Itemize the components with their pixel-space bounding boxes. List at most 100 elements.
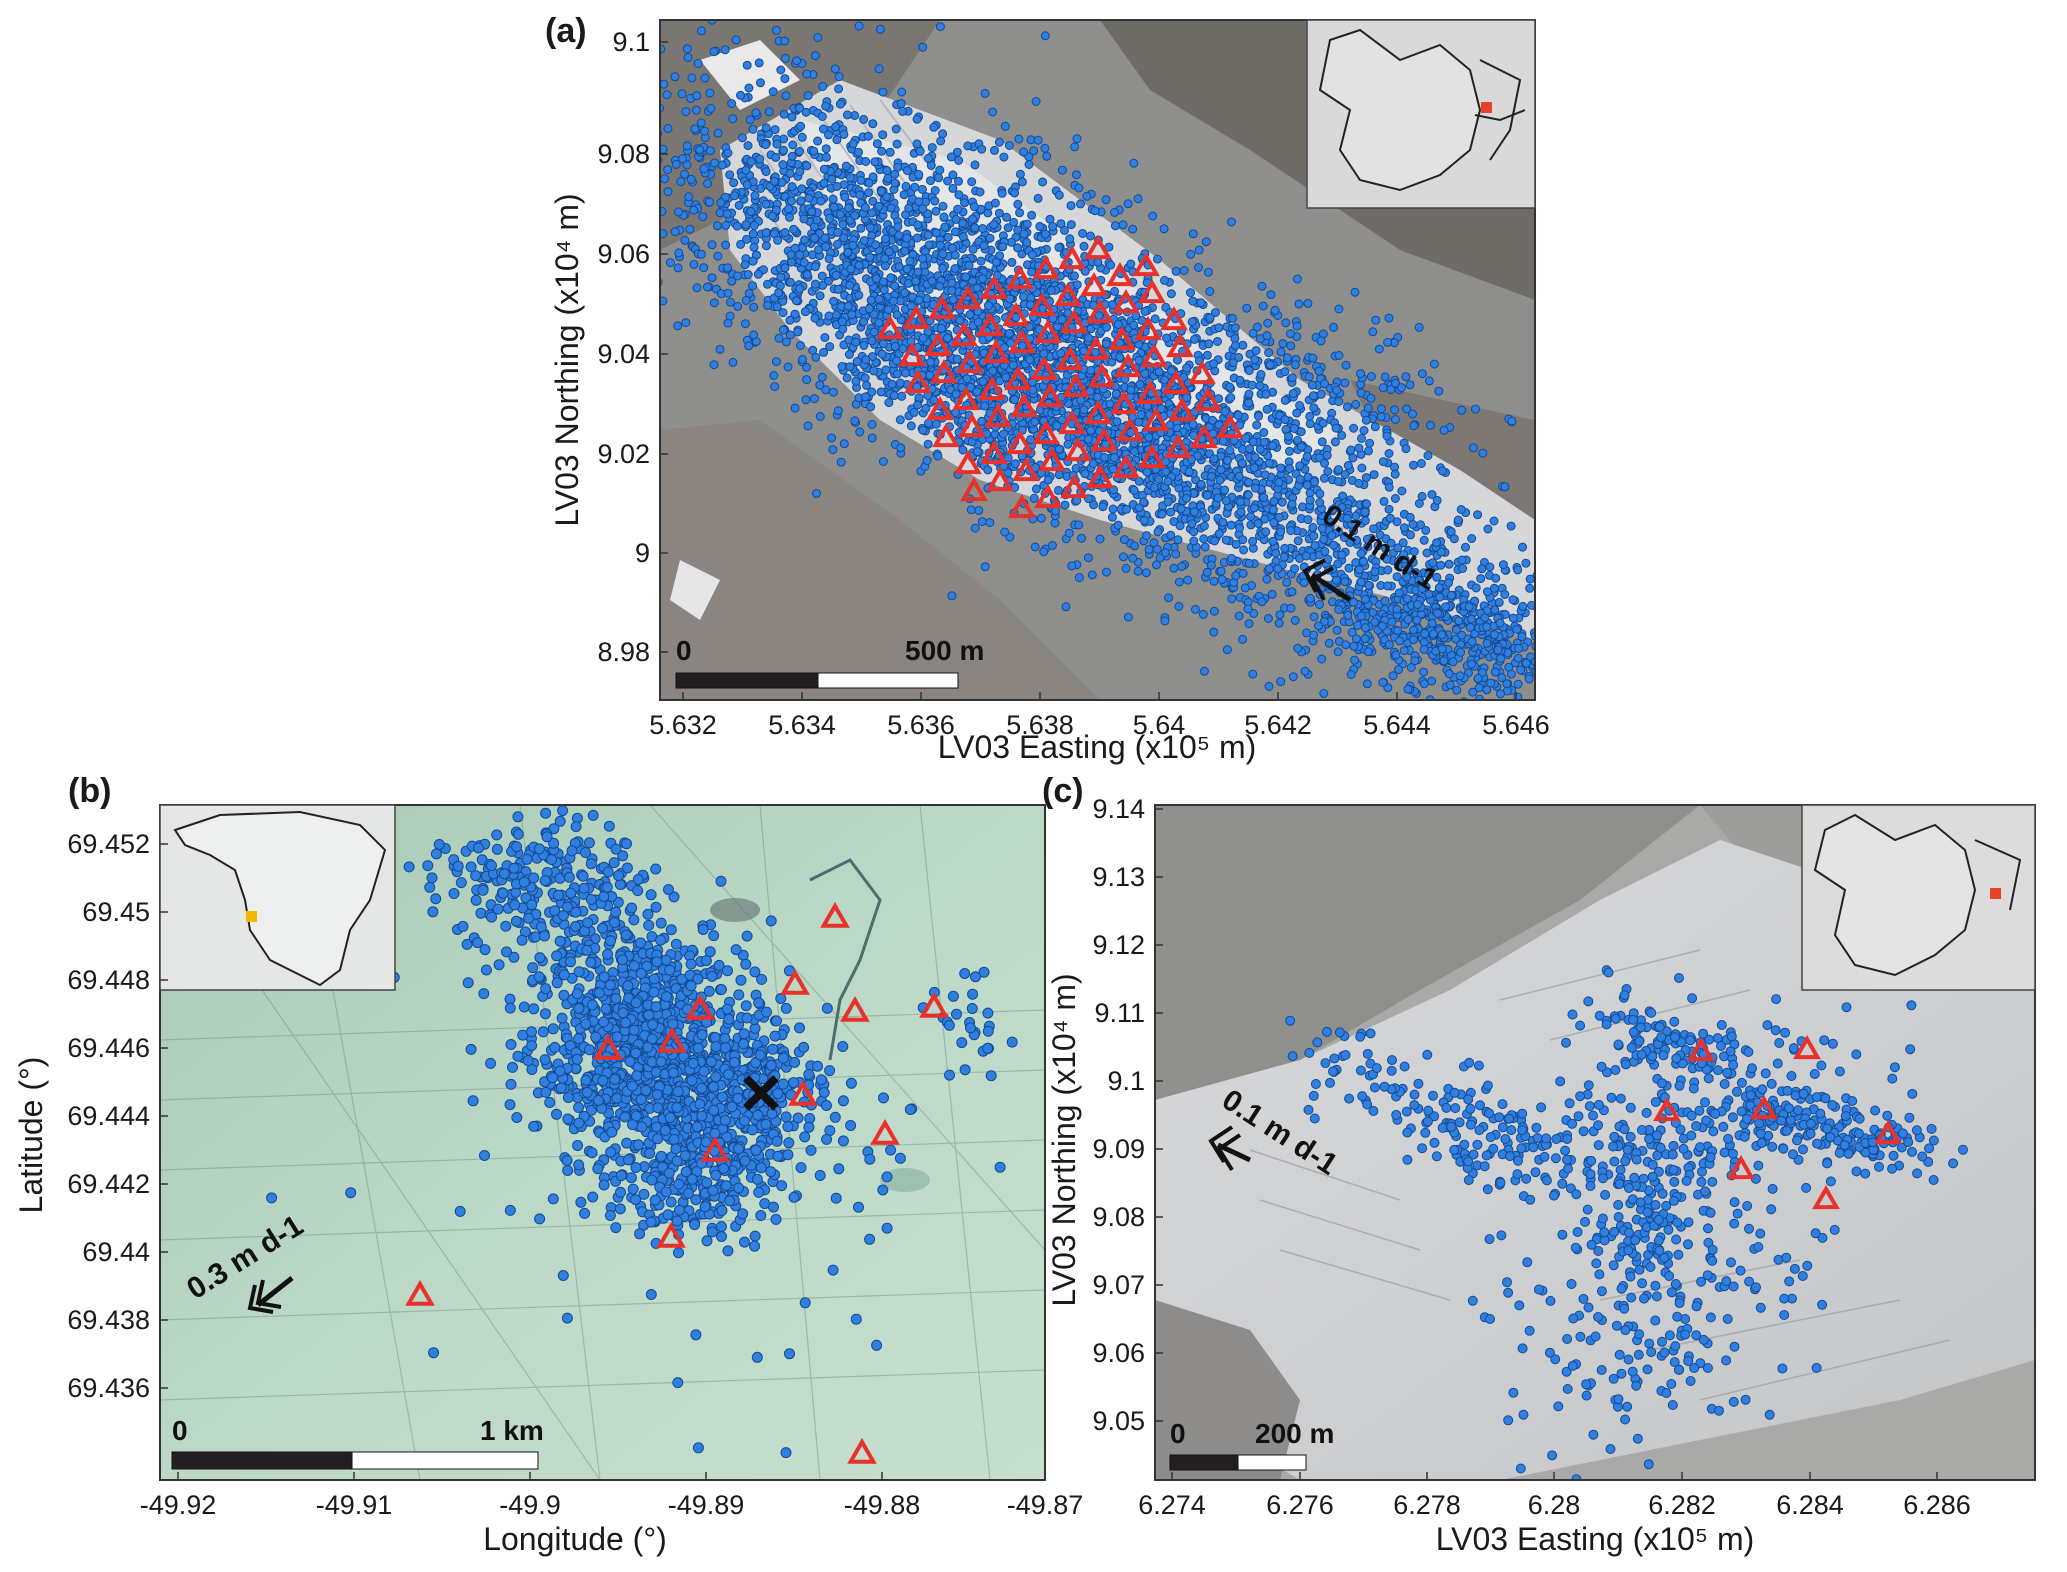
event-dot (1135, 379, 1145, 389)
event-dot (647, 217, 655, 225)
event-dot (595, 26, 603, 34)
event-dot (1155, 553, 1165, 563)
event-dot (861, 355, 871, 365)
event-dot (705, 146, 715, 156)
event-dot (1248, 437, 1258, 447)
event-dot (1303, 515, 1313, 525)
event-dot (1300, 666, 1310, 676)
event-dot (727, 99, 737, 108)
event-dot (721, 220, 731, 230)
event-dot (1174, 577, 1184, 587)
event-dot (835, 209, 845, 219)
event-dot (676, 177, 686, 187)
event-dot (1244, 366, 1254, 375)
event-dot (761, 167, 771, 177)
event-dot (1597, 500, 1605, 508)
event-dot (1215, 475, 1225, 485)
event-dot (651, 161, 659, 169)
event-dot (1257, 281, 1267, 291)
event-dot (644, 231, 652, 239)
event-dot (970, 160, 980, 170)
event-dot (1340, 470, 1350, 479)
event-dot (1294, 299, 1304, 309)
event-dot (1303, 298, 1313, 308)
event-dot (1471, 404, 1480, 414)
event-dot (1209, 359, 1218, 369)
event-dot (1262, 331, 1272, 341)
event-dot (1538, 582, 1546, 590)
event-dot (783, 362, 793, 372)
event-dot (950, 264, 960, 273)
event-dot (1189, 536, 1199, 546)
event-dot (1449, 534, 1459, 544)
event-dot (660, 174, 670, 184)
event-dot (912, 139, 922, 149)
event-dot (974, 506, 984, 515)
event-dot (850, 211, 860, 221)
event-dot (681, 107, 691, 117)
event-dot (1277, 497, 1287, 507)
event-dot (785, 315, 795, 325)
event-dot (671, 159, 681, 169)
event-dot (1409, 547, 1419, 557)
event-dot (985, 233, 995, 243)
event-dot (1268, 441, 1278, 451)
event-dot (938, 249, 948, 259)
event-dot (902, 264, 912, 274)
event-dot (961, 272, 971, 282)
event-dot (1551, 696, 1559, 704)
event-dot (646, 224, 654, 232)
event-dot (740, 319, 750, 329)
event-dot (571, 73, 579, 81)
event-dot (1164, 593, 1174, 603)
event-dot (1419, 644, 1429, 654)
event-dot (954, 156, 964, 165)
event-dot (755, 154, 765, 164)
event-dot (591, 210, 599, 218)
event-dot (917, 184, 927, 194)
event-dot (866, 402, 876, 412)
event-dot (691, 105, 701, 115)
event-dot (1525, 583, 1535, 593)
event-dot (1581, 710, 1589, 718)
event-dot (623, 78, 631, 86)
event-dot (1370, 567, 1380, 577)
event-dot (1512, 625, 1522, 634)
event-dot (723, 148, 733, 158)
event-dot (886, 203, 896, 213)
event-dot (536, 70, 544, 78)
event-dot (819, 164, 829, 174)
event-dot (809, 146, 819, 156)
event-dot (1417, 491, 1427, 501)
event-dot (978, 377, 988, 386)
event-dot (1383, 581, 1393, 591)
event-dot (1260, 514, 1270, 524)
event-dot (1296, 442, 1306, 452)
event-dot (855, 427, 865, 437)
event-dot (1374, 344, 1384, 354)
event-dot (1228, 313, 1237, 323)
event-dot (1427, 618, 1437, 628)
event-dot (935, 240, 945, 250)
event-dot (1609, 619, 1617, 627)
event-dot (660, 296, 668, 306)
event-dot (1410, 656, 1420, 666)
event-dot (1467, 659, 1476, 669)
event-dot (1385, 513, 1395, 523)
event-dot (676, 8, 684, 16)
event-dot (936, 136, 946, 146)
event-dot (1364, 446, 1373, 456)
event-dot (581, 69, 589, 77)
event-dot (851, 337, 861, 347)
event-dot (733, 271, 742, 281)
event-dot (1064, 528, 1074, 538)
event-dot (1153, 527, 1163, 537)
event-dot (1084, 333, 1094, 343)
event-dot (660, 79, 669, 89)
event-dot (1244, 619, 1254, 629)
event-dot (1267, 589, 1277, 599)
event-dot (1119, 535, 1129, 545)
event-dot (1346, 670, 1356, 679)
event-dot (1191, 604, 1200, 614)
event-dot (968, 244, 978, 254)
